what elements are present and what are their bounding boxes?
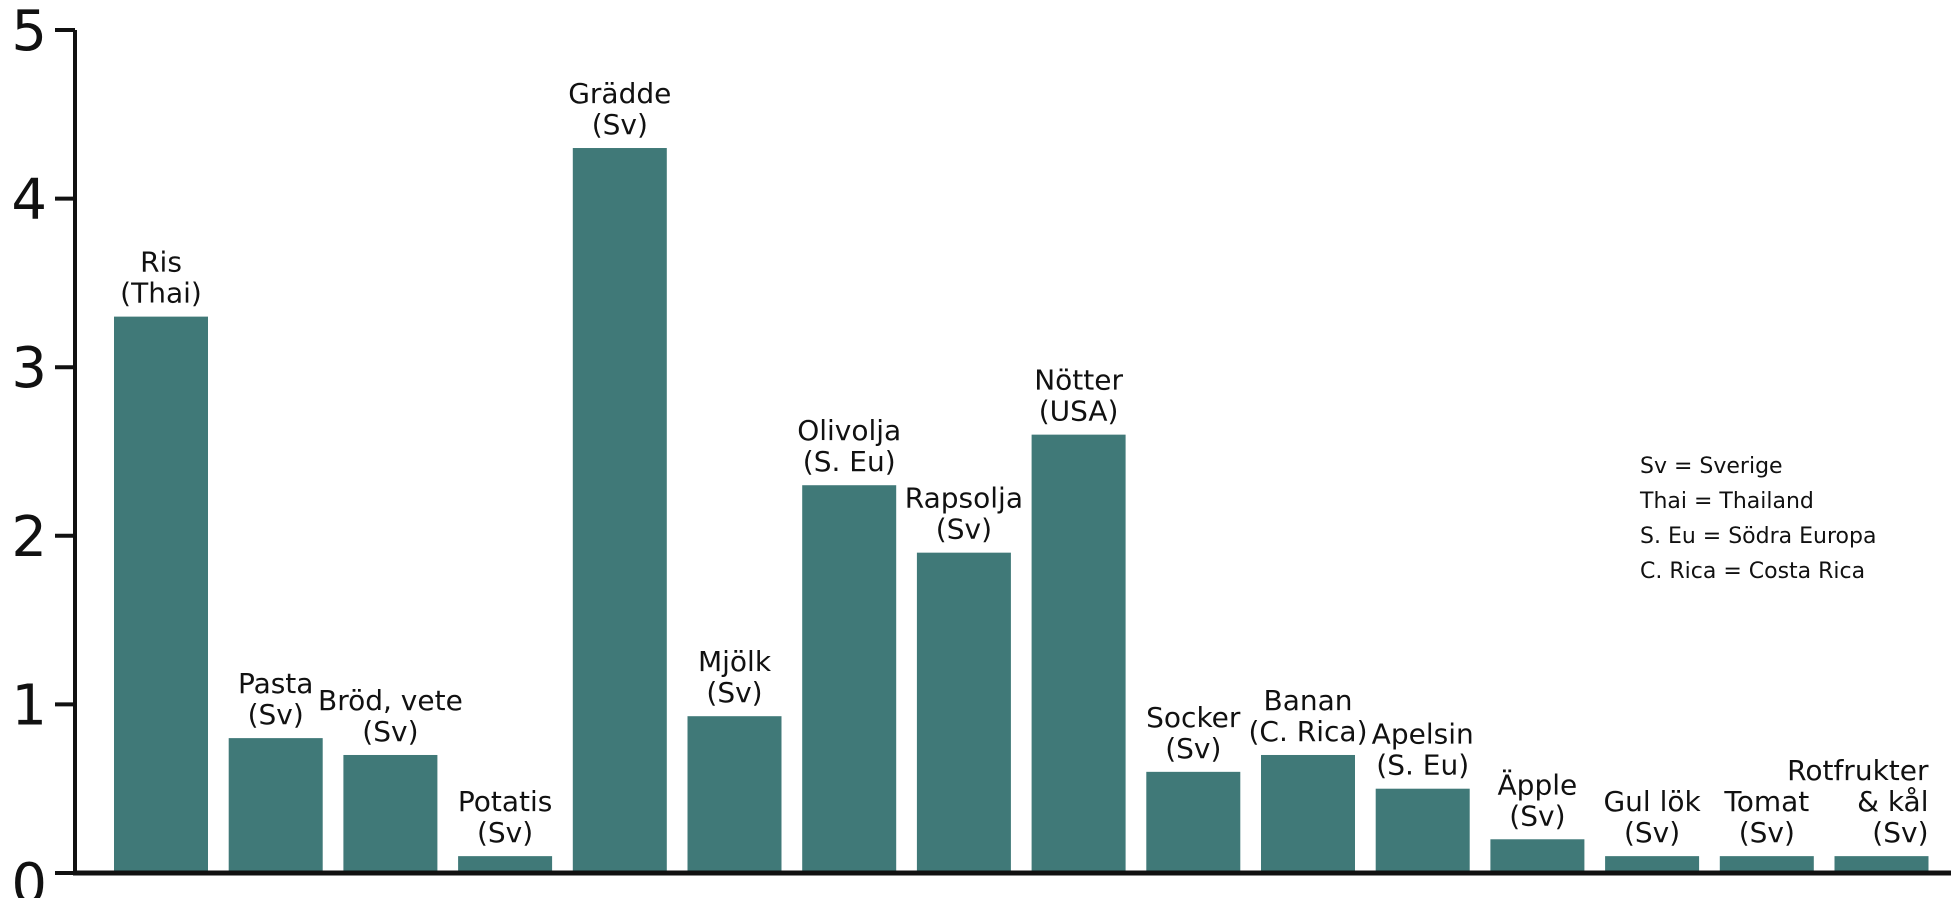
bar	[458, 856, 553, 873]
bar-label: (Sv)	[477, 816, 533, 849]
bar	[1146, 771, 1241, 873]
bar-label: Rapsolja	[905, 482, 1023, 515]
bars	[114, 148, 1929, 873]
bar	[1490, 839, 1585, 873]
bar-label: (S. Eu)	[803, 445, 896, 478]
bar-label: (Sv)	[1509, 799, 1565, 832]
bar-label: Socker	[1146, 701, 1241, 734]
bar-label: Pasta	[238, 667, 314, 700]
bar-label: Ris	[140, 246, 182, 279]
bar-label: Potatis	[458, 785, 553, 818]
bar	[1719, 856, 1814, 873]
legend-entry: Sv = Sverige	[1640, 454, 1783, 479]
bar	[1834, 856, 1929, 873]
bar-label: (Sv)	[362, 715, 418, 748]
bar-label: Tomat	[1723, 785, 1809, 818]
y-tick-label: 5	[11, 0, 47, 64]
legend-entry: C. Rica = Costa Rica	[1640, 559, 1865, 584]
bar-label: (USA)	[1039, 395, 1119, 428]
bar	[228, 738, 323, 873]
bar-label: Gul lök	[1603, 785, 1701, 818]
bar-label: Nötter	[1034, 364, 1123, 397]
bar	[1375, 788, 1470, 873]
bar-label: (Sv)	[706, 676, 762, 709]
bar-labels: Ris(Thai)Pasta(Sv) Bröd, vete(Sv)Potatis(…	[120, 77, 1929, 849]
bar	[1605, 856, 1700, 873]
bar-label: Bröd, vete	[318, 684, 463, 717]
bar	[802, 485, 897, 873]
bar-label: Apelsin	[1372, 718, 1474, 751]
bar-label: Rotfrukter	[1787, 754, 1929, 787]
bar-label: Mjölk	[698, 645, 772, 678]
bar	[343, 754, 438, 873]
legend: Sv = Sverige Thai = Thailand S. Eu = Södra…	[1639, 454, 1876, 584]
legend-entry: S. Eu = Södra Europa	[1640, 524, 1876, 549]
y-tick-label: 2	[11, 505, 47, 570]
bar-label: (Sv)	[1624, 816, 1680, 849]
y-tick-label: 3	[11, 336, 47, 401]
bar-label: (Sv)	[248, 698, 304, 731]
bar	[1031, 434, 1126, 873]
bar-label: (S. Eu)	[1376, 749, 1469, 782]
bar	[1261, 754, 1355, 873]
bar-label: & kål	[1857, 785, 1928, 818]
bar-label: Olivolja	[797, 414, 901, 447]
bar-label: (Sv)	[1739, 816, 1795, 849]
legend-entry: Thai = Thailand	[1639, 489, 1814, 514]
bar-label: (Sv)	[592, 108, 648, 141]
bar-label: (C. Rica)	[1249, 715, 1368, 748]
y-tick-label: 1	[11, 673, 47, 738]
y-tick-label: 4	[11, 168, 47, 233]
bar-label: (Sv)	[1872, 816, 1928, 849]
y-tick-label: 0	[11, 852, 47, 898]
bar	[916, 552, 1011, 873]
y-axis: 0 1 2 3 4 5	[11, 0, 77, 898]
bar-label: (Sv)	[936, 513, 992, 546]
bar-label: Grädde	[568, 77, 671, 110]
bar-label: Äpple	[1498, 768, 1578, 801]
bar-label: Banan	[1263, 684, 1352, 717]
bar-label: (Thai)	[120, 277, 202, 310]
bar	[572, 148, 667, 873]
bar	[687, 716, 782, 873]
bar	[114, 316, 208, 873]
bar-label: (Sv)	[1165, 732, 1221, 765]
